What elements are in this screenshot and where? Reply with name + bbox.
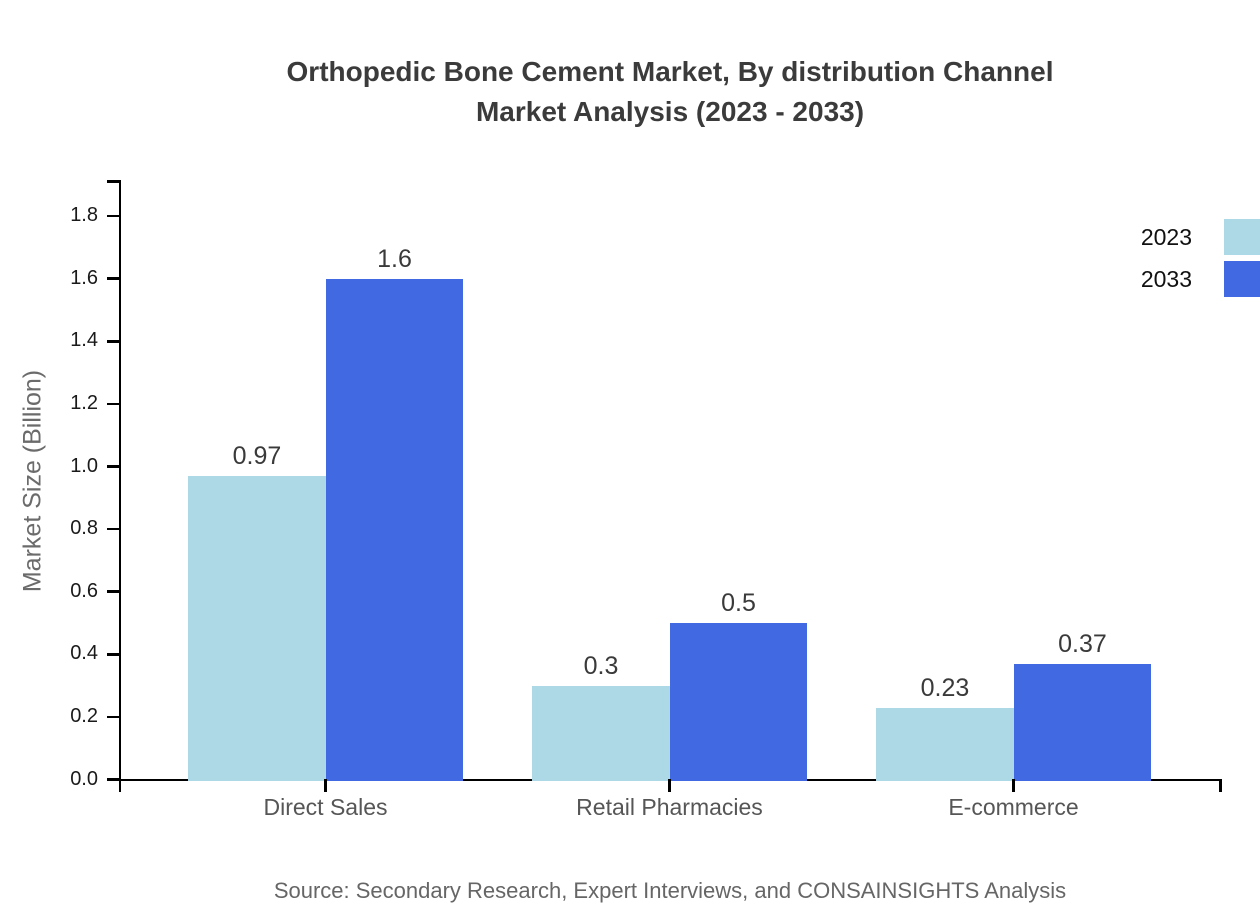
y-tick-mark-1.4 bbox=[107, 340, 120, 343]
y-tick-label-0.4: 0.4 bbox=[70, 642, 98, 665]
y-tick-mark-0.2 bbox=[107, 715, 120, 719]
y-tick-mark-1.6 bbox=[107, 277, 120, 280]
x-axis-right-end-cap bbox=[1219, 778, 1222, 792]
y-tick-label-0.2: 0.2 bbox=[70, 704, 98, 727]
y-tick-mark-1.2 bbox=[107, 402, 120, 406]
chart-title-line-1: Orthopedic Bone Cement Market, By distri… bbox=[286, 56, 1054, 87]
bar-2033-e-commerce bbox=[1013, 663, 1151, 781]
bar-2023-retail-pharmacies bbox=[532, 685, 670, 781]
y-tick-label-0.8: 0.8 bbox=[70, 517, 98, 540]
y-tick-label-0.0: 0.0 bbox=[70, 767, 98, 790]
source-attribution: Source: Secondary Research, Expert Inter… bbox=[273, 878, 1067, 903]
y-tick-mark-1.8 bbox=[107, 214, 120, 218]
x-category-label-retail-pharmacies: Retail Pharmacies bbox=[576, 794, 763, 820]
y-tick-label-1.2: 1.2 bbox=[70, 391, 98, 414]
y-tick-mark-0.8 bbox=[107, 527, 120, 531]
y-tick-label-1.6: 1.6 bbox=[70, 266, 98, 289]
bar-value-label-2033-e-commerce: 0.37 bbox=[1058, 629, 1107, 658]
chart-title-line-2: Market Analysis (2023 - 2033) bbox=[475, 96, 865, 127]
y-tick-mark-0.0 bbox=[107, 778, 120, 781]
bar-value-label-2023-retail-pharmacies: 0.3 bbox=[583, 651, 619, 680]
bar-value-label-2033-direct-sales: 1.6 bbox=[377, 244, 412, 273]
y-axis-spine bbox=[118, 180, 122, 781]
bar-2033-retail-pharmacies bbox=[669, 623, 807, 781]
bar-2033-direct-sales bbox=[325, 278, 463, 781]
y-tick-mark-1.0 bbox=[107, 465, 120, 468]
legend-swatch-2033 bbox=[1224, 260, 1260, 297]
y-tick-label-1.4: 1.4 bbox=[70, 329, 98, 352]
legend-swatch-2023 bbox=[1224, 219, 1260, 255]
bar-2023-e-commerce bbox=[876, 707, 1014, 781]
x-tick-mark-retail-pharmacies bbox=[668, 778, 671, 792]
legend-label-2023: 2023 bbox=[1140, 224, 1192, 250]
y-axis-top-end-cap bbox=[107, 180, 121, 183]
x-category-label-e-commerce: E-commerce bbox=[948, 794, 1079, 820]
y-tick-label-0.6: 0.6 bbox=[70, 579, 98, 602]
bar-value-label-2033-retail-pharmacies: 0.5 bbox=[721, 589, 756, 617]
y-tick-label-1.8: 1.8 bbox=[70, 204, 98, 227]
y-tick-mark-0.6 bbox=[107, 590, 120, 593]
bar-2023-direct-sales bbox=[188, 475, 326, 781]
x-tick-mark-e-commerce bbox=[1012, 778, 1015, 792]
y-tick-label-1.0: 1.0 bbox=[70, 454, 98, 477]
bar-value-label-2023-e-commerce: 0.23 bbox=[920, 673, 970, 702]
legend-label-2033: 2033 bbox=[1140, 265, 1192, 292]
y-tick-mark-0.4 bbox=[107, 653, 120, 656]
x-tick-mark-direct-sales bbox=[324, 778, 327, 792]
chart-title: Orthopedic Bone Cement Market, By distri… bbox=[80, 52, 1260, 132]
bar-value-label-2023-direct-sales: 0.97 bbox=[232, 441, 282, 470]
x-axis-left-end-cap bbox=[118, 778, 122, 792]
x-category-label-direct-sales: Direct Sales bbox=[263, 794, 388, 820]
